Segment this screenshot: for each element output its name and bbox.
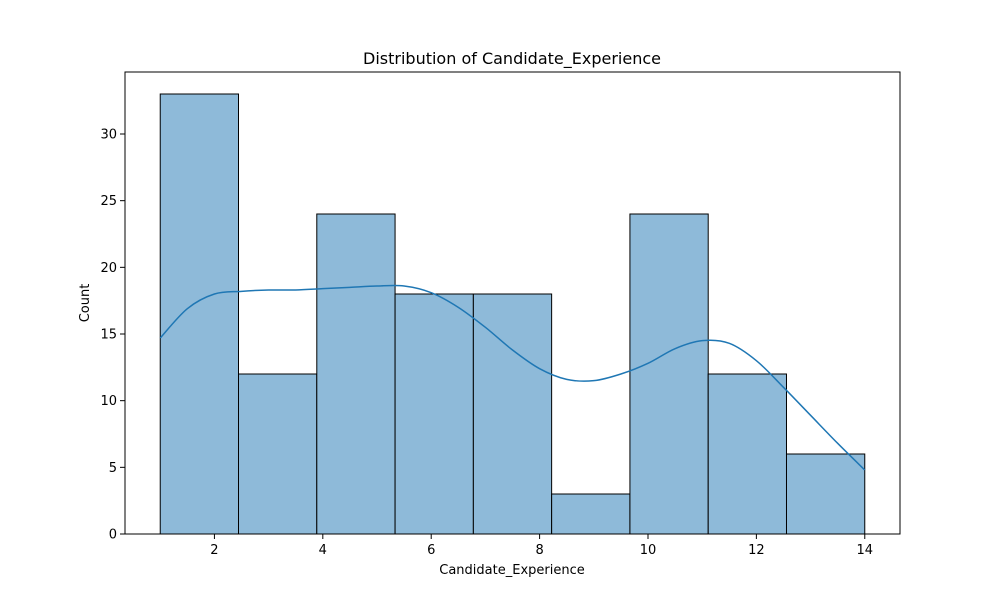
x-axis-ticks: 2 4 6 8 10 12 14 bbox=[210, 534, 873, 558]
y-tick-label: 10 bbox=[100, 394, 117, 409]
y-tick-label: 15 bbox=[100, 328, 117, 343]
histogram-bar bbox=[238, 373, 318, 535]
y-axis-title: Count bbox=[78, 284, 93, 323]
y-tick-label: 25 bbox=[100, 194, 117, 209]
y-tick-label: 30 bbox=[100, 128, 117, 143]
y-tick-label: 0 bbox=[109, 528, 117, 543]
x-tick-label: 12 bbox=[748, 543, 765, 558]
histogram-bar bbox=[316, 213, 396, 535]
x-tick-label: 10 bbox=[640, 543, 657, 558]
x-tick-label: 4 bbox=[319, 543, 327, 558]
y-tick-label: 5 bbox=[109, 461, 117, 476]
x-axis-title: Candidate_Experience bbox=[439, 563, 584, 578]
x-tick-label: 8 bbox=[535, 543, 543, 558]
x-tick-label: 14 bbox=[856, 543, 873, 558]
x-tick-label: 2 bbox=[210, 543, 218, 558]
kde-curve bbox=[159, 284, 866, 471]
histogram-bar bbox=[551, 493, 631, 535]
chart-title: Distribution of Candidate_Experience bbox=[363, 49, 661, 69]
histogram-bars bbox=[159, 93, 866, 535]
histogram-bar bbox=[785, 453, 866, 535]
histogram-bar bbox=[707, 373, 787, 535]
histogram-bar bbox=[629, 213, 709, 535]
histogram-bar bbox=[472, 293, 553, 535]
histogram-bar bbox=[394, 293, 474, 535]
plot-area-frame bbox=[124, 71, 901, 535]
y-axis-ticks: 0 5 10 15 20 25 30 bbox=[100, 128, 125, 543]
histogram-bar bbox=[159, 93, 240, 535]
y-tick-label: 20 bbox=[100, 261, 117, 276]
x-tick-label: 6 bbox=[427, 543, 435, 558]
